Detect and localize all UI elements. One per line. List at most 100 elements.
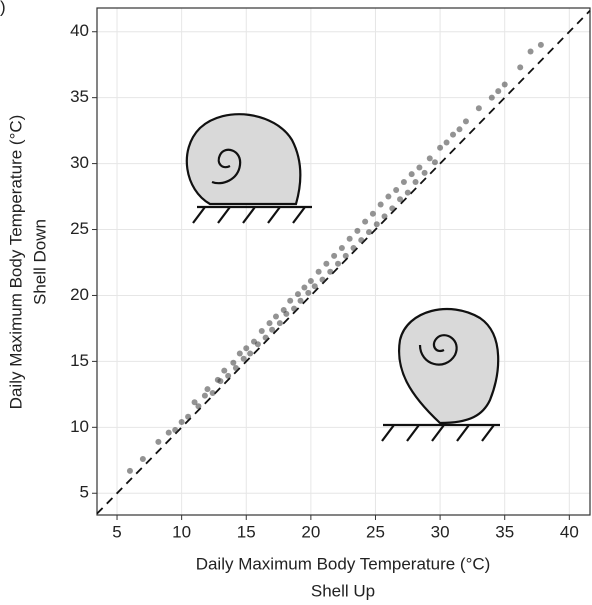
point	[269, 326, 276, 333]
point	[437, 144, 444, 151]
point	[426, 155, 433, 162]
point	[362, 218, 369, 225]
point	[232, 364, 239, 371]
point	[385, 193, 392, 200]
point	[243, 345, 250, 352]
point	[527, 48, 534, 55]
snail-shell-up	[381, 307, 500, 442]
point	[217, 378, 224, 385]
y-axis-label: Daily Maximum Body Temperature (°C)	[6, 115, 25, 410]
point	[323, 260, 330, 267]
point	[315, 268, 322, 275]
point	[139, 455, 146, 462]
plot-frame	[96, 7, 591, 516]
point	[126, 467, 133, 474]
point	[488, 94, 495, 101]
point	[287, 297, 294, 304]
point	[377, 201, 384, 208]
y-tick-label: 5	[80, 483, 89, 502]
point	[327, 268, 334, 275]
point	[262, 334, 269, 341]
point	[462, 118, 469, 125]
point	[381, 213, 388, 220]
point	[307, 277, 314, 284]
point	[408, 171, 415, 178]
point	[412, 179, 419, 186]
point	[236, 350, 243, 357]
point	[366, 229, 373, 236]
point	[358, 237, 365, 244]
point	[305, 289, 312, 296]
point	[291, 305, 298, 312]
x-axis-label: Shell Up	[311, 581, 375, 600]
y-tick-label: 35	[70, 87, 89, 106]
point	[311, 283, 318, 290]
y-tick-label: 25	[70, 219, 89, 238]
y-tick-label: 20	[70, 285, 89, 304]
point	[346, 235, 353, 242]
x-tick-label: 5	[112, 522, 121, 541]
point	[209, 390, 216, 397]
x-tick-label: 15	[237, 522, 256, 541]
point	[404, 189, 411, 196]
point	[240, 355, 247, 362]
point	[283, 310, 290, 317]
point	[204, 386, 211, 393]
point	[475, 105, 482, 112]
point	[301, 284, 308, 291]
point	[456, 126, 463, 133]
point	[373, 221, 380, 228]
point	[393, 186, 400, 193]
y-tick-label: 15	[70, 351, 89, 370]
point	[247, 350, 254, 357]
point	[155, 438, 162, 445]
point	[272, 313, 279, 320]
point	[443, 139, 450, 146]
plot-area: 5 10 15 20 25 30 35 40 5 10 15 20 25 30 35 40	[70, 7, 591, 541]
x-tick-label: 10	[172, 522, 191, 541]
point	[191, 399, 198, 406]
point	[354, 227, 361, 234]
point	[335, 260, 342, 267]
x-tick-label: 40	[560, 522, 579, 541]
point	[254, 341, 261, 348]
point	[400, 179, 407, 186]
point	[230, 359, 237, 366]
x-tick-label: 20	[301, 522, 320, 541]
point	[178, 419, 185, 426]
y-tick-label: 30	[70, 153, 89, 172]
point	[276, 320, 283, 327]
identity-line	[96, 10, 591, 515]
point	[294, 291, 301, 298]
point	[389, 205, 396, 212]
point	[221, 367, 228, 374]
point	[225, 372, 232, 379]
point	[172, 426, 179, 433]
point	[338, 244, 345, 251]
point	[421, 169, 428, 176]
y-tick-label: 10	[70, 417, 89, 436]
x-tick-label: 30	[431, 522, 450, 541]
point	[450, 131, 457, 138]
x-tick-label: 35	[495, 522, 514, 541]
point	[201, 392, 208, 399]
point	[319, 276, 326, 283]
x-tick-label: 25	[366, 522, 385, 541]
point	[495, 88, 502, 95]
x-axis-label: Daily Maximum Body Temperature (°C)	[196, 554, 491, 573]
point	[342, 252, 349, 259]
y-tick-label: 40	[70, 21, 89, 40]
point	[195, 403, 202, 410]
point	[258, 328, 265, 335]
point	[297, 297, 304, 304]
point	[369, 210, 376, 217]
point	[517, 64, 524, 71]
point	[397, 196, 404, 203]
point	[165, 429, 172, 436]
panel-label: )	[0, 0, 6, 16]
y-axis-label: Shell Down	[30, 219, 49, 305]
point	[185, 413, 192, 420]
point	[350, 244, 357, 251]
point	[431, 159, 438, 166]
